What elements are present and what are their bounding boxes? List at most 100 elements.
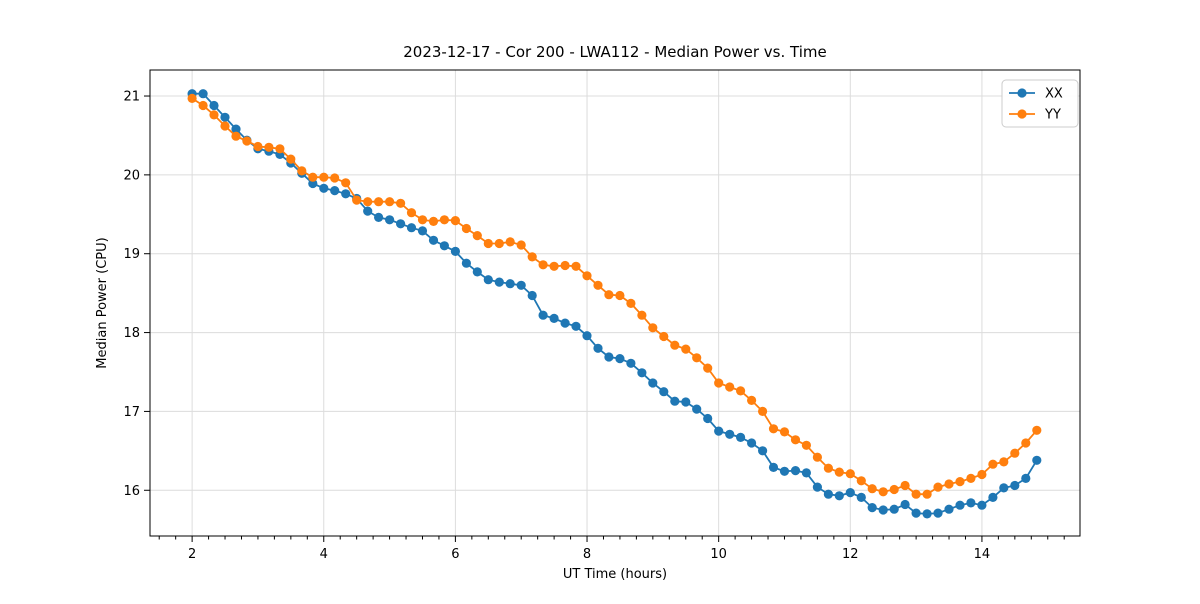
data-point-YY xyxy=(450,216,460,226)
data-point-YY xyxy=(297,166,307,176)
data-point-YY xyxy=(845,469,855,479)
data-point-XX xyxy=(527,290,537,301)
x-tick-label: 8 xyxy=(583,547,591,562)
data-point-YY xyxy=(867,484,877,494)
data-point-YY xyxy=(736,386,746,396)
data-point-YY xyxy=(988,459,998,469)
data-point-XX xyxy=(933,508,943,518)
data-point-XX xyxy=(220,112,230,122)
data-point-YY xyxy=(856,476,866,486)
data-point-XX xyxy=(417,226,428,236)
axes-layer: 2 4 6 8 10 12 14 16 17 18 19 20 21 xyxy=(123,69,1081,562)
data-point-XX xyxy=(966,498,976,508)
data-point-XX xyxy=(615,354,625,364)
x-tick-label: 12 xyxy=(842,547,859,562)
data-point-YY xyxy=(790,435,801,445)
data-point-YY xyxy=(779,427,790,437)
data-point-YY xyxy=(275,144,285,154)
x-tick-label: 6 xyxy=(451,547,459,562)
data-point-YY xyxy=(604,290,614,300)
data-point-YY xyxy=(516,240,526,250)
data-point-YY xyxy=(768,424,779,434)
data-point-XX xyxy=(801,468,812,478)
chart-title: 2023-12-17 - Cor 200 - LWA112 - Median P… xyxy=(403,43,827,61)
data-point-XX xyxy=(341,189,351,199)
legend-marker-yy xyxy=(1017,109,1027,119)
data-point-XX xyxy=(659,387,669,397)
data-point-YY xyxy=(461,223,471,234)
data-point-XX xyxy=(483,275,493,285)
data-point-XX xyxy=(363,206,373,216)
data-point-XX xyxy=(911,508,921,518)
data-point-YY xyxy=(626,298,636,308)
x-tick-label: 4 xyxy=(320,547,328,562)
data-point-YY xyxy=(231,131,241,141)
data-point-YY xyxy=(889,484,899,495)
data-point-XX xyxy=(472,267,482,277)
data-point-YY xyxy=(801,440,812,450)
data-point-YY xyxy=(341,178,351,188)
data-point-XX xyxy=(834,491,844,501)
data-point-XX xyxy=(450,246,460,256)
series-YY-line xyxy=(191,97,1038,496)
data-point-YY xyxy=(308,172,318,182)
data-point-YY xyxy=(1010,448,1020,458)
data-point-XX xyxy=(571,321,581,331)
data-point-XX xyxy=(385,215,395,225)
data-point-XX xyxy=(604,352,614,362)
data-point-XX xyxy=(823,489,834,499)
data-point-XX xyxy=(406,223,417,233)
data-point-YY xyxy=(417,215,428,225)
legend-item-xx: XX xyxy=(1009,87,1063,102)
data-point-XX xyxy=(648,378,658,388)
data-point-XX xyxy=(428,235,439,245)
data-point-YY xyxy=(242,136,252,146)
series-XX xyxy=(187,89,1042,519)
data-point-YY xyxy=(977,469,987,480)
y-tick-label: 21 xyxy=(123,90,140,105)
data-point-YY xyxy=(834,467,844,477)
data-point-YY xyxy=(483,238,493,249)
data-point-YY xyxy=(286,154,296,164)
data-point-YY xyxy=(966,473,976,483)
y-tick-label: 20 xyxy=(123,168,140,183)
data-point-YY xyxy=(396,198,406,208)
data-point-XX xyxy=(977,500,987,510)
data-point-YY xyxy=(549,261,559,271)
legend-frame xyxy=(1001,79,1079,128)
data-point-XX xyxy=(439,241,449,251)
data-point-XX xyxy=(1021,473,1031,483)
data-point-XX xyxy=(319,183,329,193)
data-point-XX xyxy=(955,500,965,510)
series-XX-line xyxy=(192,92,1038,515)
legend: XX YY xyxy=(1001,79,1079,128)
data-series-layer xyxy=(187,89,1042,519)
y-tick-label: 16 xyxy=(123,484,140,499)
data-point-YY xyxy=(187,93,197,103)
data-point-XX xyxy=(308,178,318,189)
data-point-YY xyxy=(725,382,735,392)
data-point-YY xyxy=(747,395,757,405)
data-point-YY xyxy=(900,480,910,491)
x-tick-label: 10 xyxy=(710,547,727,562)
data-point-YY xyxy=(330,173,340,183)
data-point-XX xyxy=(812,482,823,492)
y-axis-label: Median Power (CPU) xyxy=(95,237,110,368)
data-point-YY xyxy=(319,172,329,182)
data-point-YY xyxy=(659,331,669,342)
data-point-XX xyxy=(856,492,866,502)
data-point-YY xyxy=(878,487,888,497)
data-point-YY xyxy=(1021,438,1031,448)
data-point-XX xyxy=(209,100,219,111)
data-point-XX xyxy=(779,466,790,476)
data-point-XX xyxy=(922,509,932,519)
data-point-YY xyxy=(911,489,921,499)
data-point-YY xyxy=(428,216,439,226)
data-point-XX xyxy=(768,462,779,472)
y-tick-label: 17 xyxy=(123,405,140,420)
data-point-XX xyxy=(867,503,877,513)
x-axis-label: UT Time (hours) xyxy=(563,567,667,582)
data-point-YY xyxy=(352,195,362,205)
data-point-XX xyxy=(560,318,570,328)
